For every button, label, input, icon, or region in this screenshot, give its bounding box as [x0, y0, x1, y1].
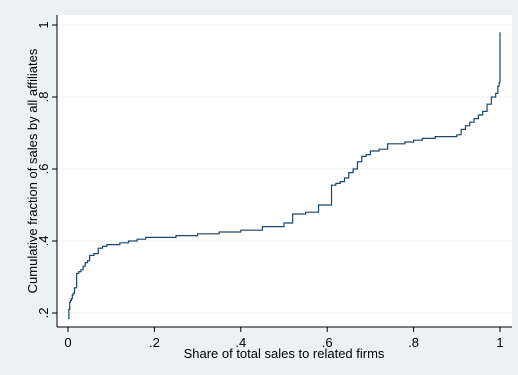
x-tick-label: 1 — [496, 335, 503, 350]
series-layer — [68, 32, 501, 319]
plot-area — [57, 15, 512, 327]
y-axis-label: Cumulative fraction of sales by all affi… — [25, 48, 40, 293]
x-tick-label: 0 — [64, 335, 71, 350]
y-tick-label: .4 — [36, 236, 51, 247]
x-tick-label: .2 — [149, 335, 160, 350]
y-tick-label: .2 — [36, 308, 51, 319]
y-tick-label: 1 — [36, 21, 51, 28]
y-tick-label: .8 — [36, 92, 51, 103]
x-tick-label: .8 — [408, 335, 419, 350]
ticks-layer: .2 .4 .6 .8 1 0 .2 .4 .6 .8 1 — [36, 21, 504, 350]
series-line — [68, 32, 501, 319]
x-tick-label: .4 — [235, 335, 246, 350]
y-tick-label: .6 — [36, 164, 51, 175]
x-tick-label: .6 — [322, 335, 333, 350]
x-axis-label: Share of total sales to related firms — [184, 346, 385, 361]
